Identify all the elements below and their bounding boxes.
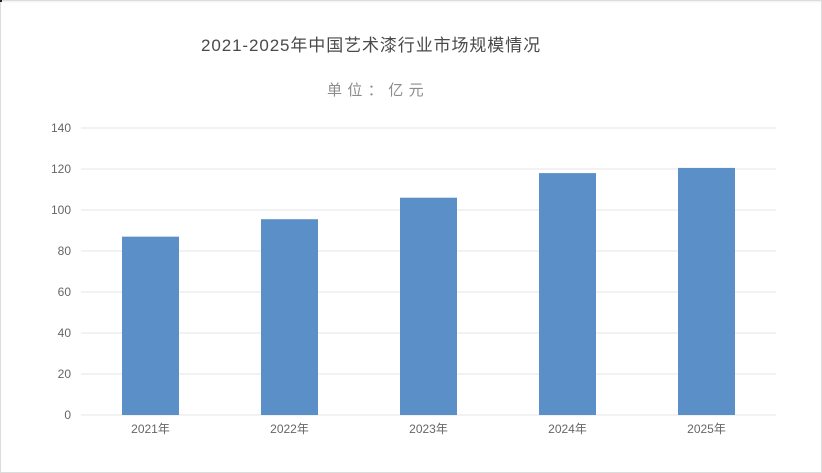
svg-text:80: 80 <box>58 244 72 258</box>
svg-text:0: 0 <box>64 408 71 422</box>
svg-text:2021年: 2021年 <box>131 422 170 436</box>
svg-text:120: 120 <box>51 162 71 176</box>
svg-text:40: 40 <box>58 326 72 340</box>
svg-text:140: 140 <box>51 121 71 135</box>
svg-text:2024年: 2024年 <box>548 422 587 436</box>
svg-text:2023年: 2023年 <box>409 422 448 436</box>
svg-text:2025年: 2025年 <box>687 422 726 436</box>
svg-text:20: 20 <box>58 367 72 381</box>
svg-text:60: 60 <box>58 285 72 299</box>
svg-text:2022年: 2022年 <box>270 422 309 436</box>
svg-text:100: 100 <box>51 203 71 217</box>
